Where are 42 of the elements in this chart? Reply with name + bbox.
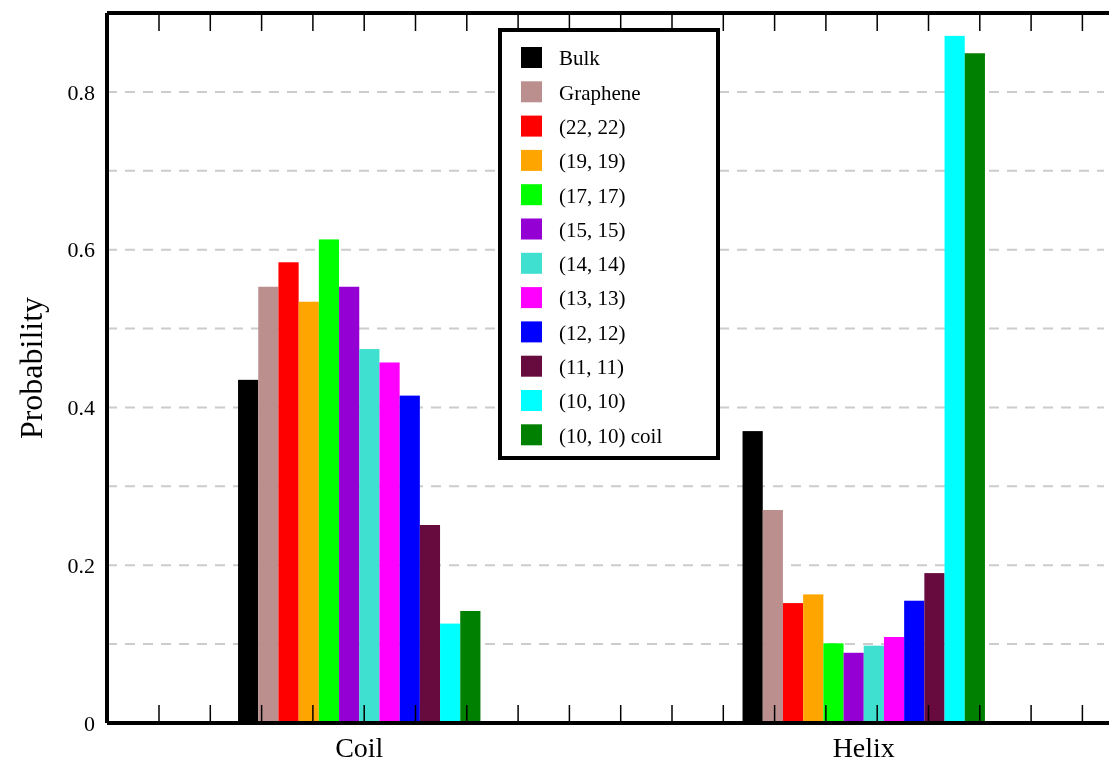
bar [339, 286, 360, 723]
bar [258, 286, 279, 723]
y-tick-label: 0.4 [67, 395, 95, 421]
bar [318, 239, 340, 723]
y-tick-label: 0.8 [67, 79, 95, 105]
y-tick-label: 0.6 [67, 237, 95, 263]
legend-label: (12, 12) [559, 320, 626, 345]
bar [399, 395, 420, 723]
bar [883, 637, 905, 723]
legend-label: (17, 17) [559, 183, 626, 208]
bar [944, 35, 965, 723]
bar [379, 362, 400, 723]
legend-label: (22, 22) [559, 114, 626, 139]
bar [782, 603, 804, 723]
bar [843, 652, 864, 723]
legend-label: (19, 19) [559, 149, 626, 174]
legend-label: (14, 14) [559, 252, 626, 277]
y-tick-label: 0 [84, 710, 95, 736]
bar [440, 623, 461, 723]
bar [460, 610, 481, 723]
legend-label: Graphene [559, 80, 641, 105]
x-tick-label: Coil [335, 732, 384, 763]
bar [298, 301, 319, 723]
legend-label: Bulk [559, 46, 601, 71]
bar [803, 594, 824, 723]
bar [924, 573, 945, 723]
x-tick-label: Helix [832, 732, 895, 763]
bar [762, 510, 783, 723]
bar [964, 53, 985, 723]
bar [359, 349, 380, 723]
legend-label: (11, 11) [559, 355, 624, 380]
bar [823, 643, 844, 723]
bar [904, 600, 925, 723]
legend-label: (15, 15) [559, 217, 626, 242]
bar [863, 645, 884, 723]
legend-label: (13, 13) [559, 286, 626, 311]
y-axis-title: Probability [13, 296, 49, 440]
y-tick-label: 0.2 [67, 552, 95, 578]
bar [278, 262, 299, 723]
bar [419, 524, 441, 723]
legend-label: (10, 10) [559, 389, 626, 414]
legend-label: (10, 10) coil [559, 423, 663, 448]
